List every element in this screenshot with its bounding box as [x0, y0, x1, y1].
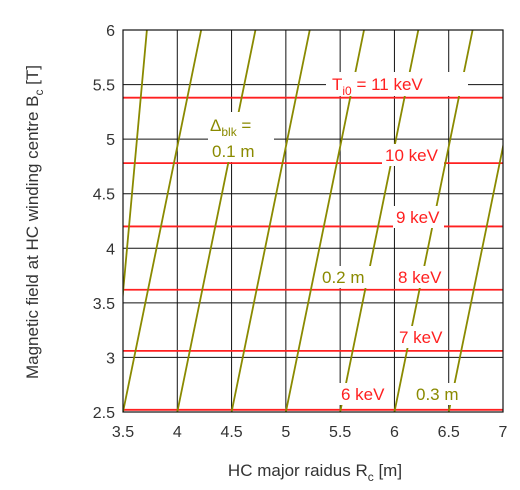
label-9kev: 9 keV	[396, 208, 440, 227]
x-axis-title: HC major raidus Rc [m]	[228, 461, 402, 484]
x-tick-label: 4	[173, 424, 182, 441]
x-tick-label: 6.5	[438, 424, 460, 441]
x-tick-label: 5.5	[329, 424, 351, 441]
x-tick-label: 5	[281, 424, 290, 441]
tick-labels: 3.5 4 4.5 5 5.5 6 6.5 7 2.5 3 3.5 4 4.5 5 5.5 6	[93, 23, 508, 441]
blanket-contour	[123, 30, 203, 412]
y-tick-label: 6	[106, 23, 115, 40]
label-7kev: 7 keV	[399, 328, 443, 347]
blanket-contour	[123, 30, 148, 303]
blanket-contour	[230, 30, 311, 412]
temperature-contours	[123, 96, 503, 411]
label-0.1m: 0.1 m	[212, 142, 255, 161]
x-tick-label: 3.5	[112, 424, 134, 441]
blanket-contour	[447, 142, 503, 412]
plot-frame	[122, 29, 504, 413]
label-0.3m: 0.3 m	[416, 385, 459, 404]
label-0.2m: 0.2 m	[322, 268, 365, 287]
x-tick-label: 7	[499, 424, 508, 441]
y-tick-label: 4.5	[93, 187, 115, 204]
label-10kev: 10 keV	[385, 146, 439, 165]
y-tick-label: 3	[106, 350, 115, 367]
y-tick-label: 2.5	[93, 405, 115, 422]
y-axis-title: Magnetic field at HC winding centre Bc […	[23, 65, 46, 379]
y-tick-label: 5	[106, 132, 115, 149]
x-tick-label: 4.5	[220, 424, 242, 441]
y-tick-label: 4	[106, 241, 115, 258]
label-6kev: 6 keV	[341, 385, 385, 404]
y-tick-label: 3.5	[93, 296, 115, 313]
label-delta-blk: Δblk =	[210, 116, 251, 139]
x-tick-label: 6	[390, 424, 399, 441]
blanket-contour	[176, 30, 257, 412]
label-8kev: 8 keV	[398, 268, 442, 287]
y-tick-label: 5.5	[93, 78, 115, 95]
label-11kev: Ti0 = 11 keV	[332, 75, 423, 98]
